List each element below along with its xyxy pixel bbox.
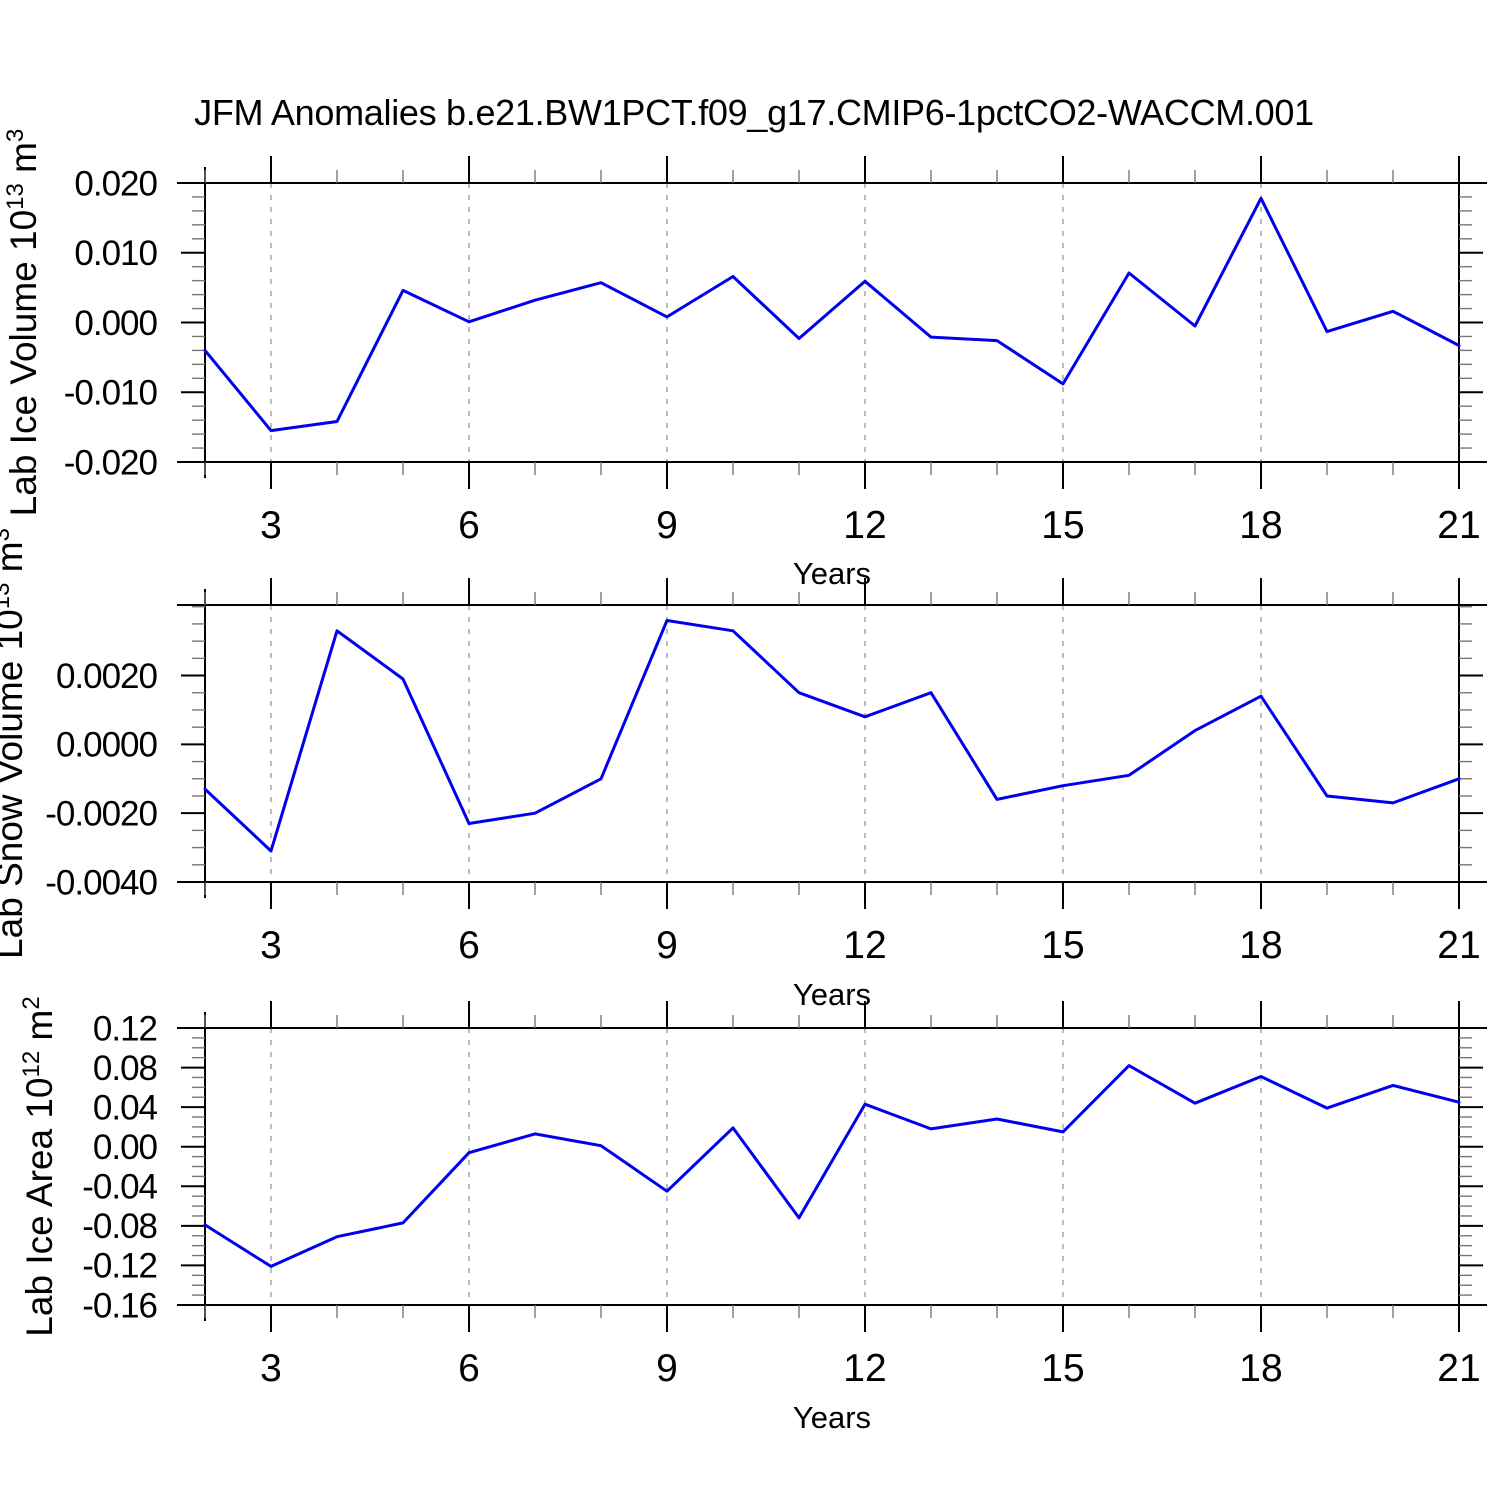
y-tick-labels: 0.120.080.040.00-0.04-0.08-0.12-0.16 (82, 1009, 158, 1325)
y-axis-title: Lab Ice Area 1012 m2 (18, 996, 60, 1336)
data-series-line (203, 1064, 1461, 1268)
x-tick-label: 3 (260, 1347, 282, 1390)
y-tick-label: -0.020 (64, 443, 158, 482)
y-tick-label: 0.04 (93, 1088, 158, 1127)
xaxis-title-plot-2: Years (792, 977, 872, 1012)
x-ticks (204, 1001, 1460, 1332)
x-gridlines (270, 1028, 1262, 1305)
x-ticks (204, 578, 1460, 909)
x-gridlines (270, 605, 1262, 882)
y-ticks (181, 182, 1483, 463)
y-tick-label: -0.0020 (45, 794, 157, 833)
y-tick-label: -0.04 (82, 1168, 157, 1207)
x-tick-label: 15 (1041, 924, 1084, 967)
x-tick-label: 12 (843, 1347, 886, 1390)
y-tick-labels: 0.020 0.010 0.000 -0.010 -0.020 (64, 164, 159, 482)
y-tick-label: 0.08 (93, 1049, 157, 1088)
x-tick-label: 12 (843, 504, 886, 547)
x-ticks (204, 156, 1460, 489)
x-tick-label: 3 (260, 924, 282, 967)
x-tick-labels: 3 6 9 12 15 18 21 (260, 1347, 1481, 1390)
y-tick-label: 0.00 (93, 1128, 158, 1167)
x-tick-label: 9 (656, 924, 678, 967)
y-tick-label: 0.12 (93, 1009, 157, 1048)
y-tick-label: 0.0020 (56, 657, 158, 696)
x-tick-label: 21 (1437, 924, 1480, 967)
y-tick-label: -0.010 (64, 374, 158, 413)
data-series-line (203, 196, 1461, 433)
x-tick-label: 9 (656, 504, 678, 547)
x-tick-label: 21 (1437, 1347, 1480, 1390)
plot-lab-ice-area: 0.120.080.040.00-0.04-0.08-0.12-0.16 3 6 9 1… (18, 996, 1487, 1390)
x-tick-label: 15 (1041, 1347, 1084, 1390)
y-ticks (181, 606, 1483, 883)
x-tick-label: 3 (260, 504, 282, 547)
y-tick-label: -0.0040 (45, 863, 157, 902)
x-tick-label: 9 (656, 1347, 678, 1390)
y-axis-title: Lab Ice Volume 1013 m3 (2, 129, 44, 517)
xaxis-title-plot-3: Years (792, 1400, 872, 1435)
x-tick-label: 6 (458, 924, 480, 967)
x-tick-label: 12 (843, 924, 886, 967)
x-tick-labels: 3 6 9 12 15 18 21 (260, 924, 1481, 967)
x-gridlines (270, 183, 1262, 462)
x-tick-label: 15 (1041, 504, 1084, 547)
y-tick-label: -0.08 (82, 1207, 157, 1246)
x-tick-label: 21 (1437, 504, 1480, 547)
y-tick-label: 0.020 (74, 164, 157, 203)
y-tick-label: -0.12 (82, 1247, 157, 1286)
x-tick-label: 18 (1239, 504, 1282, 547)
x-tick-labels: 3 6 9 12 15 18 21 (260, 504, 1481, 547)
plot-frame (177, 1012, 1487, 1321)
plot-frame (177, 167, 1487, 478)
plot-lab-ice-volume: 0.020 0.010 0.000 -0.010 -0.020 3 6 9 12 15 18 21 La… (2, 129, 1487, 547)
y-ticks (181, 1027, 1483, 1306)
y-tick-label: -0.16 (82, 1286, 157, 1325)
xaxis-title-plot-1: Years (792, 556, 872, 591)
x-tick-label: 18 (1239, 1347, 1282, 1390)
y-tick-label: 0.000 (74, 304, 157, 343)
y-tick-label: 0.010 (74, 234, 157, 273)
y-tick-label: 0.0000 (56, 726, 158, 765)
x-tick-label: 6 (458, 1347, 480, 1390)
figure-title: JFM Anomalies b.e21.BW1PCT.f09_g17.CMIP6… (194, 92, 1314, 133)
x-tick-label: 18 (1239, 924, 1282, 967)
data-series-line (203, 619, 1461, 853)
plot-lab-snow-volume: 0.0020 0.0000 -0.0020 -0.0040 3 6 9 12 15 18 21 Lab… (0, 528, 1487, 967)
y-tick-labels: 0.0020 0.0000 -0.0020 -0.0040 (45, 657, 158, 902)
y-axis-title: Lab Snow Volume 1013 m3 (0, 528, 30, 959)
x-tick-label: 6 (458, 504, 480, 547)
